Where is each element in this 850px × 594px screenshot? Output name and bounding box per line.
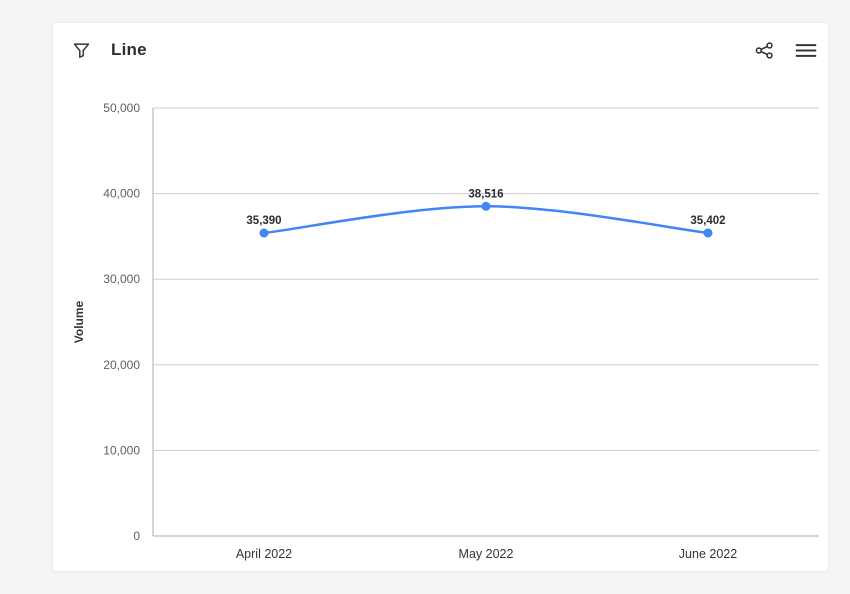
filter-button[interactable] [69, 38, 93, 62]
chart-header: Line [69, 35, 818, 65]
data-label: 35,402 [690, 215, 725, 227]
y-tick-label: 10,000 [103, 443, 140, 457]
x-tick-label: June 2022 [679, 547, 737, 561]
y-axis-title: Volume [72, 300, 86, 343]
share-button[interactable] [752, 38, 776, 62]
filter-icon [73, 42, 89, 58]
menu-button[interactable] [794, 38, 818, 62]
chart-card: Line 0 10,000 20,000 30,000 40,000 50,000 Volu… [52, 22, 829, 572]
data-label: 35,390 [246, 215, 281, 227]
data-point[interactable] [481, 201, 491, 211]
y-tick-label: 50,000 [103, 101, 140, 115]
x-tick-label: May 2022 [459, 547, 514, 561]
y-tick-label: 40,000 [103, 187, 140, 201]
y-tick-label: 20,000 [103, 358, 140, 372]
menu-icon [795, 43, 817, 57]
chart-title: Line [111, 40, 147, 59]
share-icon [755, 41, 773, 59]
line-chart: 0 10,000 20,000 30,000 40,000 50,000 Volume Apr… [72, 101, 819, 561]
data-point[interactable] [259, 228, 269, 238]
y-tick-label: 0 [133, 529, 140, 543]
data-point[interactable] [703, 228, 713, 238]
y-tick-label: 30,000 [103, 272, 140, 286]
x-tick-label: April 2022 [236, 547, 292, 561]
data-label: 38,516 [468, 188, 503, 200]
